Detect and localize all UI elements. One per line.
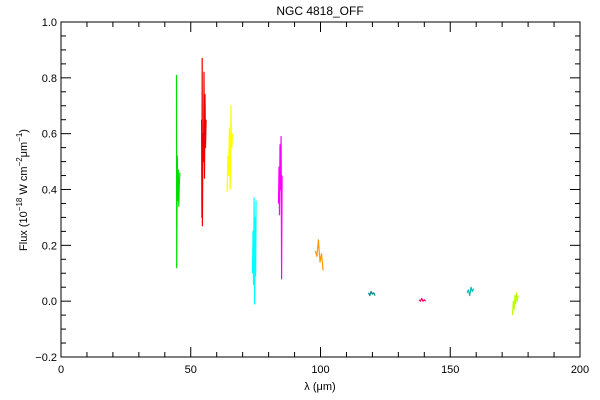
series-line-9: [466, 286, 475, 297]
plot-frame: [60, 21, 581, 358]
series-line-3: [226, 105, 234, 193]
y-tick-label: 0.4: [42, 185, 57, 197]
y-axis-label-exp3: −1: [15, 132, 24, 142]
data-series: [175, 57, 519, 316]
series-line-2: [201, 57, 207, 227]
series-line-6: [314, 239, 324, 271]
axis-ticks: 0 50 100 150 200 −0.2 0.0 0.2 0.4 0.6 0.8 1.0: [35, 17, 589, 376]
y-axis-label-exp1: −18: [15, 197, 24, 211]
series-line-10: [511, 292, 519, 316]
y-tick-label: 0.0: [42, 296, 57, 308]
y-tick-label: −0.2: [35, 352, 57, 364]
y-axis-label-unit: μm: [18, 142, 30, 158]
y-tick-label: 1.0: [42, 17, 57, 29]
x-tick-label: 150: [441, 364, 459, 376]
x-tick-label: 0: [58, 364, 64, 376]
y-axis-label: Flux (10−18 W cm−2μm−1): [15, 129, 30, 251]
y-tick-label: 0.2: [42, 240, 57, 252]
series-line-1: [175, 74, 181, 269]
series-line-8: [418, 297, 427, 302]
y-tick-label: 0.8: [42, 73, 57, 85]
y-axis-label-mid: W cm: [18, 166, 30, 197]
series-line-7: [367, 290, 376, 297]
y-tick-label: 0.6: [42, 129, 57, 141]
y-axis-label-start: Flux (10: [18, 211, 30, 251]
x-tick-label: 100: [311, 364, 329, 376]
y-axis-label-end: ): [18, 129, 30, 133]
x-tick-label: 200: [571, 364, 589, 376]
y-axis-label-exp2: −2: [15, 157, 24, 167]
x-axis-label: λ (μm): [304, 381, 335, 393]
x-tick-label: 50: [185, 364, 197, 376]
chart-title: NGC 4818_OFF: [276, 4, 363, 18]
series-line-5: [277, 135, 283, 280]
series-line-4: [251, 197, 257, 305]
